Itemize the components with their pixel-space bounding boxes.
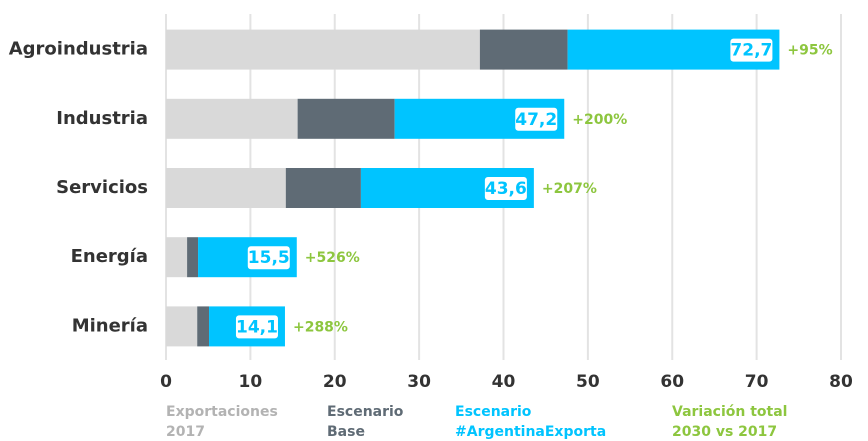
total-label: 47,2 xyxy=(515,110,557,130)
legend-line: 2030 vs 2017 xyxy=(672,424,777,440)
x-tick-label: 60 xyxy=(660,372,684,392)
legend-entry: Escenario #ArgentinaExporta xyxy=(455,404,606,440)
total-label: 43,6 xyxy=(485,179,527,199)
bar-segment xyxy=(297,98,395,139)
bar-segment xyxy=(479,29,568,70)
category-label: Servicios xyxy=(56,177,148,198)
total-label: 15,5 xyxy=(248,248,290,268)
legend-line: Base xyxy=(327,424,365,440)
variation-label: +207% xyxy=(542,181,597,197)
x-tick-label: 10 xyxy=(239,372,263,392)
legend-entry: Escenario Base xyxy=(327,404,404,440)
x-tick-label: 50 xyxy=(576,372,600,392)
variation-label: +200% xyxy=(572,112,627,128)
category-label: Energía xyxy=(71,246,148,267)
bar-segment xyxy=(187,237,199,278)
total-label: 14,1 xyxy=(236,317,278,337)
legend-line: Exportaciones xyxy=(166,404,278,420)
variation-label: +288% xyxy=(293,319,348,335)
total-label-box xyxy=(513,105,560,133)
variation-label: +95% xyxy=(787,43,832,59)
variation-label: +526% xyxy=(305,250,360,266)
total-label-box xyxy=(482,175,529,202)
total-label-box xyxy=(233,313,280,341)
total-label-box xyxy=(245,244,292,272)
x-tick-label: 40 xyxy=(492,372,516,392)
category-label: Agroindustria xyxy=(9,39,148,60)
x-tick-label: 80 xyxy=(829,372,853,392)
category-label: Industria xyxy=(56,108,148,129)
total-label: 72,7 xyxy=(730,41,772,61)
bar-segment xyxy=(285,168,361,208)
legend-line: 2017 xyxy=(166,424,205,440)
x-tick-label: 70 xyxy=(745,372,769,392)
bar-segment xyxy=(166,29,480,70)
legend-entry: Exportaciones 2017 xyxy=(166,404,278,440)
bar-segment xyxy=(166,98,298,139)
bar-segment xyxy=(166,168,286,208)
legend-line: Escenario xyxy=(327,404,404,420)
bar-segment xyxy=(166,237,188,278)
x-tick-label: 20 xyxy=(323,372,347,392)
total-label-box xyxy=(728,36,775,64)
legend-line: Escenario xyxy=(455,404,532,420)
legend-variation: Variación total 2030 vs 2017 xyxy=(672,404,787,440)
x-tick-label: 30 xyxy=(407,372,431,392)
legend-line: Variación total xyxy=(672,404,787,420)
x-tick-label: 0 xyxy=(160,372,172,392)
bar-segment xyxy=(166,306,198,347)
bar-segment xyxy=(197,306,210,347)
category-label: Minería xyxy=(72,315,148,336)
legend-line: #ArgentinaExporta xyxy=(455,424,606,440)
